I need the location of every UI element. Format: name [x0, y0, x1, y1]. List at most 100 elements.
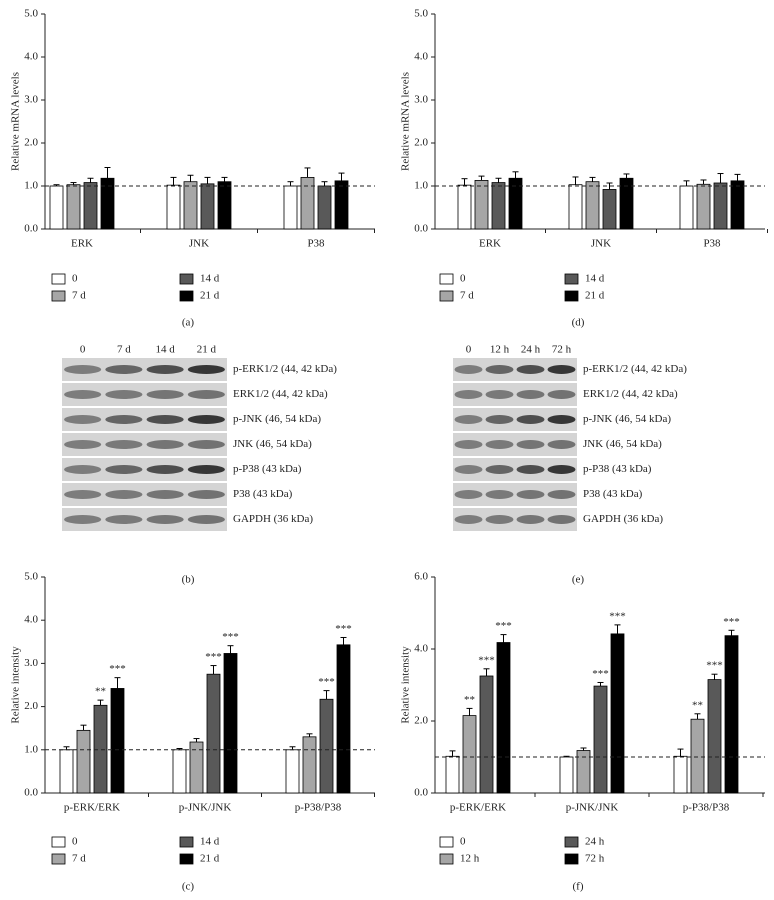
x-tick-label: p-ERK/ERK [450, 802, 506, 814]
bar [300, 176, 315, 230]
blot-band [516, 440, 545, 449]
blot-band [105, 415, 143, 424]
y-tick-label: 4.0 [24, 51, 38, 63]
blot-band [187, 515, 225, 524]
x-tick-label: p-JNK/JNK [179, 802, 232, 814]
bar [559, 756, 574, 794]
row-label: p-JNK (46, 54 kDa) [583, 413, 671, 425]
legend-swatch [51, 273, 66, 285]
legend-label: 0 [460, 836, 466, 848]
blot-band [187, 490, 225, 499]
row-label: p-JNK (46, 54 kDa) [233, 413, 321, 425]
blot-band [485, 490, 514, 499]
y-tick-label: 6.0 [414, 571, 428, 583]
significance-label: *** [706, 660, 723, 672]
bar [83, 182, 98, 230]
significance-label: ** [464, 694, 475, 706]
blot-band [547, 440, 576, 449]
bar [585, 181, 600, 230]
blot-band [485, 390, 514, 399]
legend-swatch [179, 273, 194, 285]
blot-band [105, 390, 143, 399]
bar [713, 182, 728, 230]
significance-label: *** [478, 654, 495, 666]
blot-band [516, 515, 545, 524]
lane-label: 14 d [156, 344, 176, 356]
legend-swatch [439, 290, 454, 302]
blot-band [485, 365, 514, 374]
significance-label: *** [109, 663, 126, 675]
legend-label: 24 h [585, 836, 605, 848]
lane-label: 0 [466, 344, 472, 356]
lane-label: 0 [80, 344, 86, 356]
bar [217, 181, 232, 230]
y-tick-label: 4.0 [414, 51, 428, 63]
bar [285, 749, 300, 794]
lane-label: 24 h [521, 344, 541, 356]
blot-strip [453, 433, 577, 456]
blot-band [146, 490, 184, 499]
y-tick-label: 2.0 [414, 137, 428, 149]
row-label: JNK (46, 54 kDa) [583, 438, 662, 450]
x-tick-label: P38 [307, 238, 325, 250]
bar [319, 698, 334, 794]
row-label: p-P38 (43 kDa) [233, 463, 302, 475]
blot-band [454, 390, 483, 399]
bar [593, 685, 608, 794]
legend-swatch [439, 273, 454, 285]
bar [76, 729, 91, 794]
blot-band [64, 465, 102, 474]
bar [690, 718, 705, 794]
blot-strip [453, 508, 577, 531]
bar [462, 715, 477, 794]
blot-band [485, 465, 514, 474]
blot-strip [453, 483, 577, 506]
legend-label: 14 d [200, 836, 220, 848]
blot-band [105, 490, 143, 499]
y-tick-label: 0.0 [24, 787, 38, 799]
blot-band [454, 490, 483, 499]
row-label: GAPDH (36 kDa) [583, 513, 663, 525]
bar [508, 177, 523, 230]
bar [619, 177, 634, 230]
bar [110, 688, 125, 794]
legend-label: 0 [72, 273, 78, 285]
blot-band [187, 415, 225, 424]
blot-band [64, 415, 102, 424]
y-tick-label: 0.0 [414, 223, 428, 235]
legend-swatch [51, 853, 66, 865]
bar [336, 644, 351, 794]
caption: (e) [572, 574, 585, 586]
blot-band [146, 515, 184, 524]
bar [673, 755, 688, 794]
significance-label: ** [692, 699, 703, 711]
blot-band [547, 465, 576, 474]
blot-strip [62, 458, 227, 481]
y-axis-label: Relative mRNA levels [10, 72, 22, 171]
caption: (b) [182, 574, 195, 586]
row-label: p-ERK1/2 (44, 42 kDa) [233, 363, 337, 375]
legend-swatch [564, 273, 579, 285]
blot-band [187, 365, 225, 374]
bar [707, 679, 722, 794]
significance-label: *** [609, 610, 626, 622]
bar [576, 750, 591, 794]
blot-band [547, 365, 576, 374]
legend-label: 72 h [585, 853, 605, 865]
y-tick-label: 2.0 [24, 137, 38, 149]
y-tick-label: 1.0 [24, 180, 38, 192]
lane-label: 7 d [117, 344, 131, 356]
blot-band [187, 390, 225, 399]
legend-label: 12 h [460, 853, 480, 865]
blot-band [516, 465, 545, 474]
blot-band [146, 415, 184, 424]
lane-label: 72 h [552, 344, 572, 356]
significance-label: *** [592, 668, 609, 680]
lane-label: 12 h [490, 344, 510, 356]
y-tick-label: 1.0 [414, 180, 428, 192]
blot-strip [62, 483, 227, 506]
blot-band [454, 440, 483, 449]
blot-band [485, 415, 514, 424]
legend-swatch [564, 836, 579, 848]
